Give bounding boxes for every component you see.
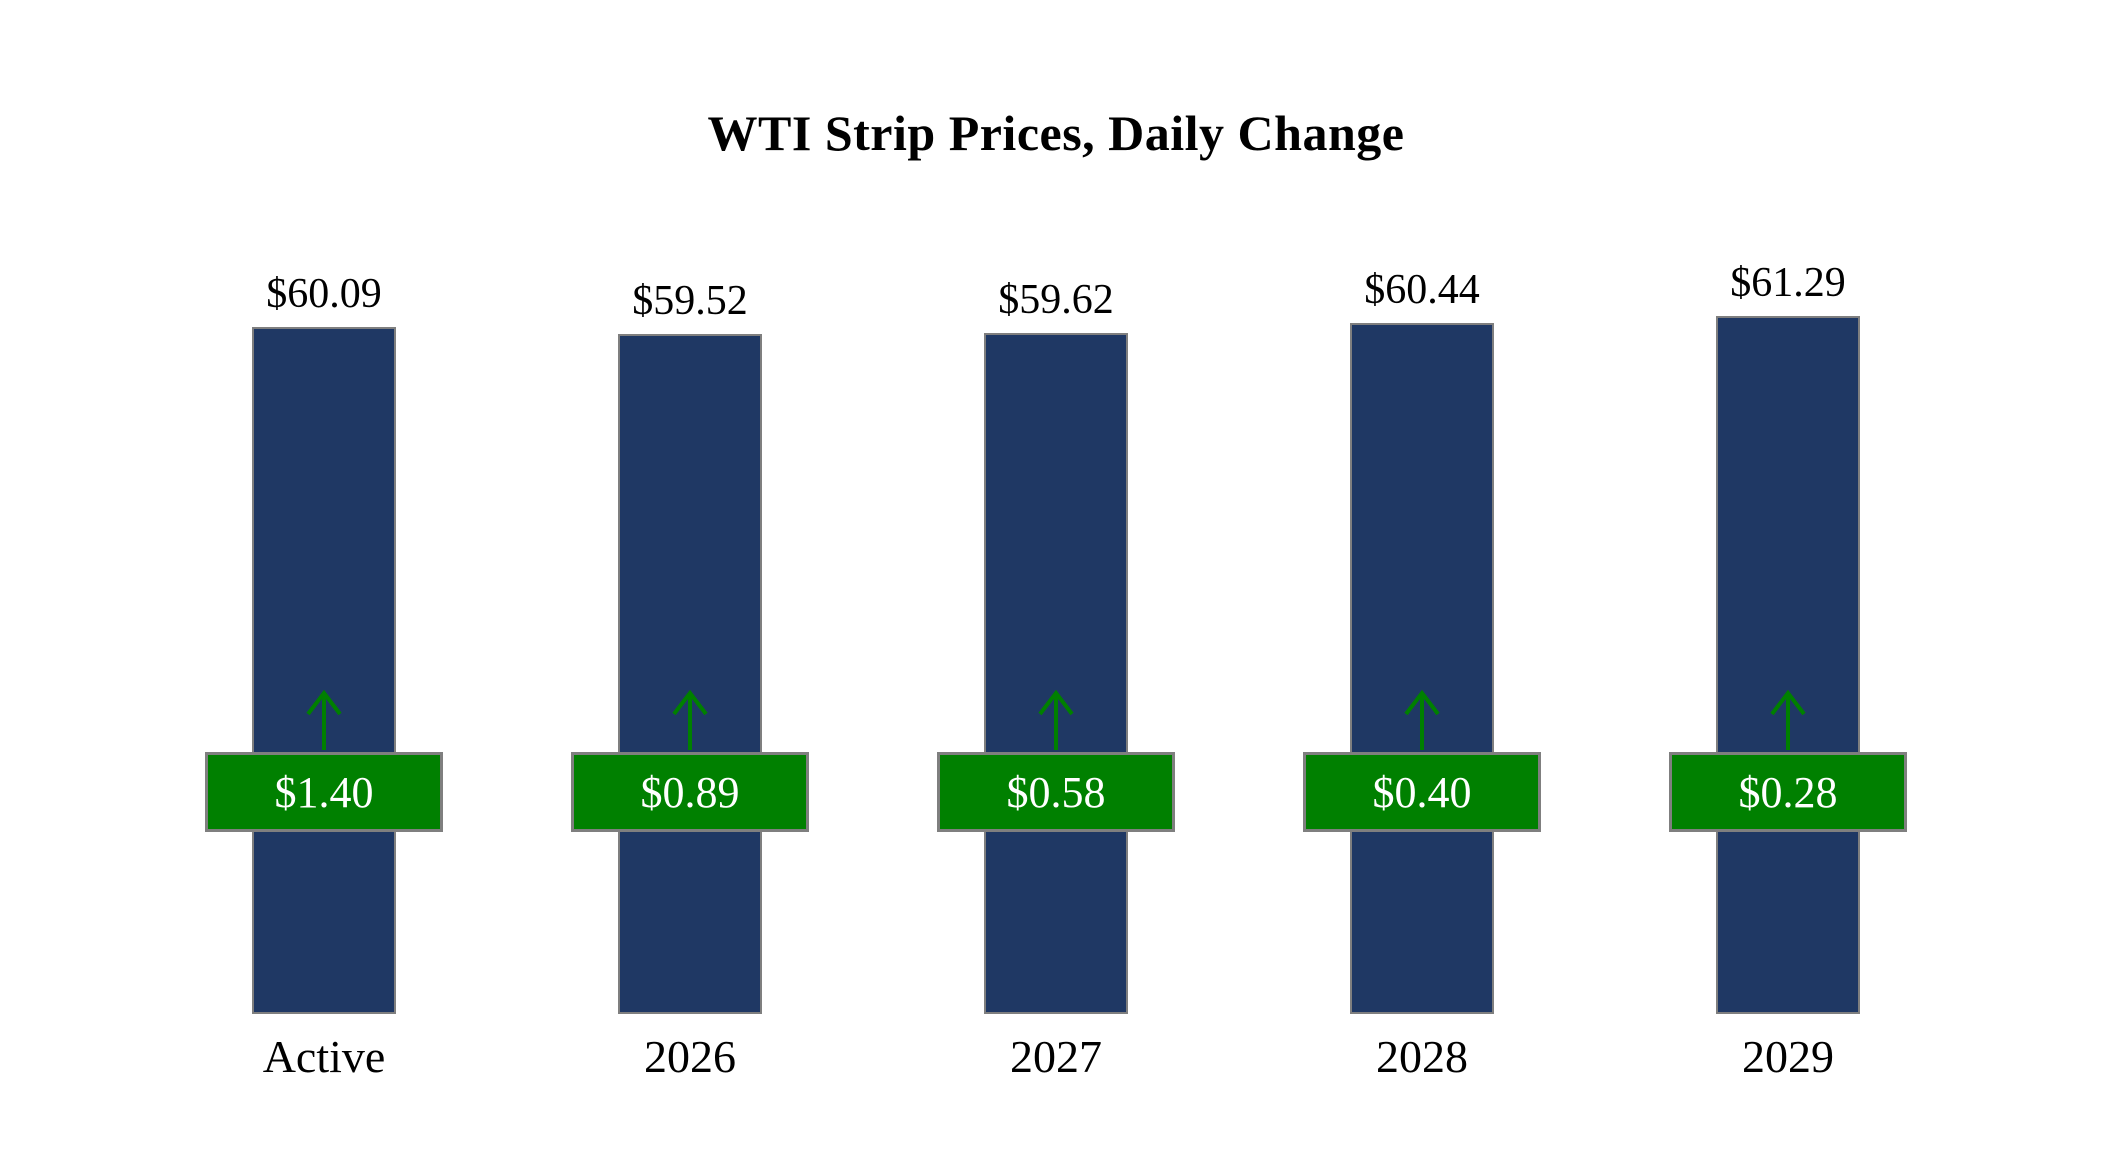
up-arrow-icon — [1033, 688, 1079, 752]
bar — [252, 327, 396, 1014]
up-arrow-icon — [1399, 688, 1445, 752]
category-label: 2028 — [1376, 1031, 1468, 1082]
price-label: $60.44 — [1364, 267, 1480, 313]
change-badge: $0.58 — [937, 752, 1175, 832]
bar — [984, 333, 1128, 1014]
bar — [1716, 316, 1860, 1014]
price-label: $59.62 — [998, 277, 1114, 323]
bar-column-2027: $59.62 2027 $0.58 — [936, 258, 1176, 1086]
up-arrow-icon — [667, 688, 713, 752]
change-badge: $0.28 — [1669, 752, 1907, 832]
price-label: $61.29 — [1730, 260, 1846, 306]
bar — [1350, 323, 1494, 1014]
change-badge: $0.89 — [571, 752, 809, 832]
category-label: 2026 — [644, 1031, 736, 1082]
bar-column-2029: $61.29 2029 $0.28 — [1668, 258, 1908, 1086]
bar-column-2026: $59.52 2026 $0.89 — [570, 258, 810, 1086]
plot-area: $60.09 Active $1.40 $59.52 2026 — [0, 258, 2112, 1086]
price-label: $59.52 — [632, 278, 748, 324]
category-label: 2029 — [1742, 1031, 1834, 1082]
up-arrow-icon — [1765, 688, 1811, 752]
bar-column-active: $60.09 Active $1.40 — [204, 258, 444, 1086]
bar-column-2028: $60.44 2028 $0.40 — [1302, 258, 1542, 1086]
change-badge: $1.40 — [205, 752, 443, 832]
category-label: 2027 — [1010, 1031, 1102, 1082]
change-badge: $0.40 — [1303, 752, 1541, 832]
category-label: Active — [262, 1031, 386, 1082]
chart-title: WTI Strip Prices, Daily Change — [707, 105, 1405, 161]
up-arrow-icon — [301, 688, 347, 752]
price-label: $60.09 — [266, 271, 382, 317]
bar — [618, 334, 762, 1014]
